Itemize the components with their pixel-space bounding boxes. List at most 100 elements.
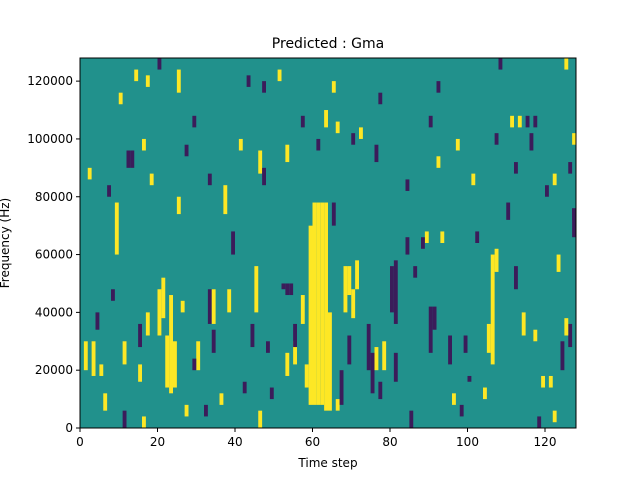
heatmap-cell xyxy=(281,283,286,290)
heatmap-cell xyxy=(370,352,375,394)
heatmap-cell xyxy=(521,312,526,336)
heatmap-cell xyxy=(289,283,294,296)
y-tick-label: 60000 xyxy=(35,248,73,262)
heatmap-cell xyxy=(366,323,371,371)
heatmap-cell xyxy=(436,156,441,168)
heatmap-cell xyxy=(331,81,336,93)
heatmap-cell xyxy=(324,110,328,128)
heatmap-cell xyxy=(486,323,491,353)
heatmap-cell xyxy=(126,150,131,168)
plot-frame xyxy=(79,57,577,429)
heatmap-cell xyxy=(351,133,356,145)
heatmap-cell xyxy=(432,306,437,330)
heatmap-cell xyxy=(122,410,127,428)
heatmap-cell xyxy=(393,352,398,382)
heatmap-cell xyxy=(192,115,197,128)
y-tick-label: 20000 xyxy=(35,363,73,377)
heatmap-cell xyxy=(277,69,282,82)
heatmap-cell xyxy=(471,173,476,186)
heatmap-cell xyxy=(142,416,146,428)
heatmap-cell xyxy=(510,115,514,128)
heatmap-cell xyxy=(517,115,522,128)
heatmap-cell xyxy=(293,323,297,348)
heatmap-cell xyxy=(223,185,228,215)
heatmap-cell xyxy=(219,393,224,405)
heatmap-cell xyxy=(564,318,569,336)
x-tick-label: 20 xyxy=(150,435,165,449)
x-tick-label: 80 xyxy=(382,435,397,449)
heatmap-cell xyxy=(130,150,135,168)
chart-title: Predicted : Gma xyxy=(272,36,384,52)
heatmap-cell xyxy=(475,231,480,243)
heatmap-cell xyxy=(374,347,379,371)
heatmap-cell xyxy=(347,335,352,365)
heatmap-cell xyxy=(111,289,115,301)
heatmap-cell xyxy=(378,92,383,105)
heatmap-cell xyxy=(514,266,518,290)
heatmap-cell xyxy=(335,121,340,134)
heatmap-cell xyxy=(91,341,96,376)
heatmap-cell xyxy=(335,399,340,411)
heatmap-cell xyxy=(529,133,534,151)
heatmap-cell xyxy=(572,133,576,145)
heatmap-cell xyxy=(304,364,309,388)
heatmap-cell xyxy=(405,237,410,255)
heatmap-cell xyxy=(459,404,464,417)
heatmap-cell xyxy=(161,277,166,319)
heatmap-cell xyxy=(552,410,557,423)
heatmap-cell xyxy=(390,266,394,313)
heatmap-cell xyxy=(413,266,418,278)
heatmap-cell xyxy=(463,335,468,353)
heatmap-cell xyxy=(266,341,270,353)
heatmap-cell xyxy=(506,202,511,220)
y-tick-label: 120000 xyxy=(27,74,73,88)
heatmap-cell xyxy=(483,387,487,400)
heatmap-cell xyxy=(490,254,495,365)
heatmap-cell xyxy=(192,358,197,371)
x-axis: 0 20 40 60 80 100 120 xyxy=(76,428,556,449)
heatmap-cell xyxy=(308,225,313,405)
heatmap-cell xyxy=(328,312,332,411)
heatmap-cell xyxy=(250,323,255,348)
heatmap-cell xyxy=(196,341,201,371)
heatmap-cell xyxy=(351,289,356,319)
heatmap-cell xyxy=(548,375,553,388)
heatmap-cell xyxy=(262,81,266,93)
heatmap-cell xyxy=(452,393,456,405)
heatmap-cell xyxy=(494,133,499,145)
heatmap-cell xyxy=(107,185,111,197)
heatmap-cells xyxy=(83,58,576,428)
y-tick-label: 0 xyxy=(65,421,73,435)
heatmap-cell xyxy=(428,306,433,353)
heatmap-cell xyxy=(525,115,530,128)
heatmap-cell xyxy=(285,283,290,296)
heatmap-cell xyxy=(455,138,460,151)
heatmap-cell xyxy=(211,329,216,353)
plot-area xyxy=(80,58,576,428)
heatmap-cell xyxy=(99,364,104,376)
y-axis: 0 20000 40000 60000 80000 100000 120000 xyxy=(27,74,80,435)
heatmap-cell xyxy=(246,75,251,87)
heatmap-cell xyxy=(409,410,414,428)
heatmap-cell xyxy=(533,329,538,342)
x-tick-label: 0 xyxy=(76,435,84,449)
heatmap-cell xyxy=(285,352,290,376)
heatmap-cell xyxy=(169,295,173,394)
heatmap-cell xyxy=(467,375,472,382)
heatmap-cell xyxy=(231,231,235,255)
heatmap-cell xyxy=(157,289,162,336)
heatmap-cell xyxy=(293,341,297,365)
heatmap-cell xyxy=(448,335,452,365)
heatmap-cell xyxy=(95,312,100,330)
heatmap-cell xyxy=(514,162,518,174)
heatmap-cell xyxy=(211,289,216,324)
y-tick-label: 100000 xyxy=(27,132,73,146)
heatmap-cell xyxy=(258,150,263,174)
heatmap-cell xyxy=(312,202,317,405)
heatmap-cell xyxy=(572,208,576,238)
heatmap-cell xyxy=(300,295,305,324)
y-tick-label: 40000 xyxy=(35,305,73,319)
heatmap-cell xyxy=(165,335,170,388)
x-tick-label: 60 xyxy=(305,435,320,449)
heatmap-cell xyxy=(316,138,321,151)
